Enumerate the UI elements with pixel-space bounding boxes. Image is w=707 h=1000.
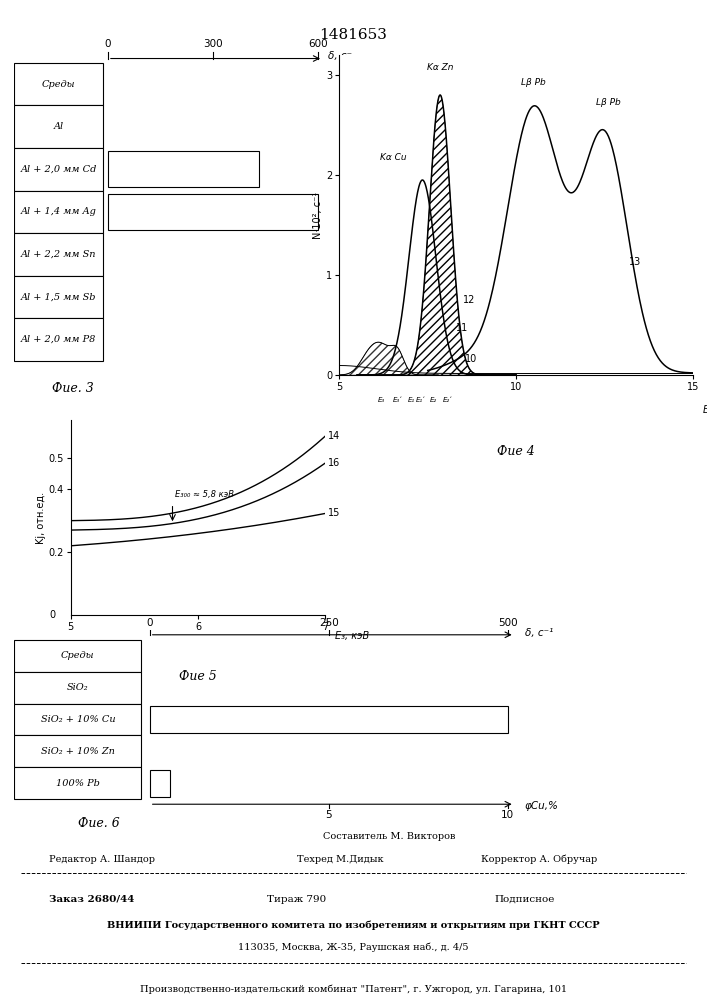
Text: 14: 14	[328, 431, 340, 441]
Text: 12: 12	[463, 295, 476, 305]
Bar	[14, 233, 103, 276]
Text: E₁: E₁	[408, 397, 416, 403]
Text: 10: 10	[501, 810, 514, 820]
Text: Kα Zn: Kα Zn	[427, 63, 453, 72]
Text: 16: 16	[328, 458, 340, 468]
Text: Kα Cu: Kα Cu	[380, 153, 407, 162]
Bar	[14, 318, 103, 361]
Text: E₂ʹ: E₂ʹ	[443, 397, 452, 403]
Bar	[14, 105, 103, 148]
Text: Среды: Среды	[42, 80, 76, 89]
Text: Составитель М. Викторов: Составитель М. Викторов	[322, 832, 455, 841]
Bar	[14, 704, 141, 735]
Text: Техред М.Дидык: Техред М.Дидык	[297, 855, 384, 864]
Text: 11: 11	[456, 323, 468, 333]
Text: 1481653: 1481653	[320, 28, 387, 42]
Y-axis label: N·10², с⁻¹: N·10², с⁻¹	[313, 191, 323, 239]
Bar	[150, 770, 170, 797]
Text: 10: 10	[465, 354, 477, 364]
Text: δ, c⁻¹: δ, c⁻¹	[525, 628, 553, 638]
Text: 600: 600	[308, 39, 328, 49]
Text: Al + 1,5 мм Sb: Al + 1,5 мм Sb	[21, 293, 96, 302]
Text: Редактор А. Шандор: Редактор А. Шандор	[49, 855, 156, 864]
Text: 0: 0	[49, 610, 55, 620]
Bar	[14, 767, 141, 799]
Bar	[150, 706, 508, 733]
Text: Тираж 790: Тираж 790	[267, 895, 327, 904]
Text: 100% Pb: 100% Pb	[56, 779, 100, 788]
Text: E₃₀₀ ≈ 5,8 кэВ: E₃₀₀ ≈ 5,8 кэВ	[175, 490, 234, 499]
Text: Фие 4: Фие 4	[497, 445, 535, 458]
Text: 5: 5	[325, 810, 332, 820]
Bar	[14, 672, 141, 704]
Text: 300: 300	[204, 39, 223, 49]
Text: Lβ Pb: Lβ Pb	[521, 78, 547, 87]
Text: Среды: Среды	[61, 651, 95, 660]
Text: SiO₂: SiO₂	[67, 683, 88, 692]
Text: E₃ʹ: E₃ʹ	[393, 397, 402, 403]
Text: δ, с⁻: δ, с⁻	[327, 51, 351, 61]
Text: SiO₂ + 10% Cu: SiO₂ + 10% Cu	[40, 715, 115, 724]
Text: E₃: E₃	[378, 397, 385, 403]
Text: 0: 0	[105, 39, 111, 49]
Text: Al: Al	[54, 122, 64, 131]
Text: Производственно-издательский комбинат "Патент", г. Ужгород, ул. Гагарина, 101: Производственно-издательский комбинат "П…	[140, 985, 567, 994]
Text: Al + 2,0 мм P8: Al + 2,0 мм P8	[21, 335, 96, 344]
Text: 13: 13	[629, 257, 641, 267]
Bar	[14, 63, 103, 105]
Text: Заказ 2680/44: Заказ 2680/44	[49, 895, 135, 904]
Text: E₃, кэВ: E₃, кэВ	[335, 631, 370, 641]
Bar	[108, 194, 318, 230]
Bar	[14, 640, 141, 672]
Text: E₂: E₂	[429, 397, 437, 403]
Text: 500: 500	[498, 618, 518, 628]
Text: Lβ Pb: Lβ Pb	[595, 98, 621, 107]
Text: SiO₂ + 10% Zn: SiO₂ + 10% Zn	[41, 747, 115, 756]
Bar	[108, 151, 259, 187]
Text: 250: 250	[319, 618, 339, 628]
Text: 15: 15	[328, 508, 340, 518]
Bar	[14, 191, 103, 233]
Bar	[14, 735, 141, 767]
Text: Al + 1,4 мм Ag: Al + 1,4 мм Ag	[21, 207, 97, 216]
Bar	[14, 148, 103, 191]
Text: ВНИИПИ Государственного комитета по изобретениям и открытиям при ГКНТ СССР: ВНИИПИ Государственного комитета по изоб…	[107, 921, 600, 930]
Text: 113035, Москва, Ж-35, Раушская наб., д. 4/5: 113035, Москва, Ж-35, Раушская наб., д. …	[238, 943, 469, 952]
Text: E, кэВ: E, кэВ	[703, 405, 707, 415]
Text: Al + 2,2 мм Sn: Al + 2,2 мм Sn	[21, 250, 96, 259]
Text: φCu,%: φCu,%	[525, 801, 559, 811]
Y-axis label: Kj, отн.ед.: Kj, отн.ед.	[35, 491, 46, 544]
Text: E₁ʹ: E₁ʹ	[416, 397, 425, 403]
Text: Al + 2,0 мм Cd: Al + 2,0 мм Cd	[21, 165, 97, 174]
Text: Корректор А. Обручар: Корректор А. Обручар	[481, 855, 597, 864]
Text: Фие. 6: Фие. 6	[78, 817, 119, 830]
Text: Фие 5: Фие 5	[179, 670, 217, 683]
Bar	[14, 276, 103, 318]
Text: Фие. 3: Фие. 3	[52, 382, 93, 395]
Text: 0: 0	[146, 618, 153, 628]
Text: Подписное: Подписное	[495, 895, 555, 904]
